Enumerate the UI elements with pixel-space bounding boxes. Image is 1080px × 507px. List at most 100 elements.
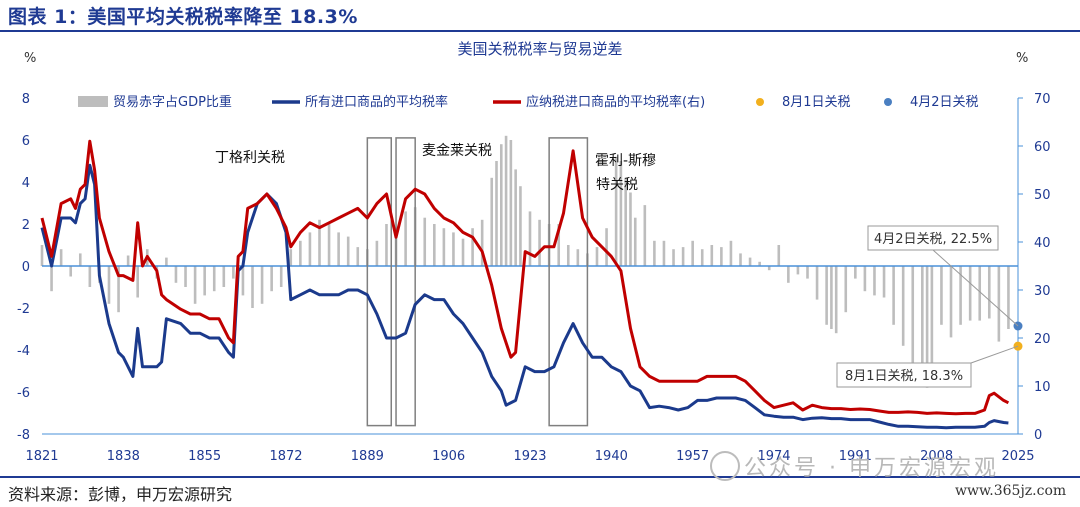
deficit-bar <box>633 217 637 266</box>
deficit-bar <box>50 266 53 292</box>
deficit-bar <box>987 266 991 319</box>
deficit-bar <box>758 261 761 266</box>
callout-label: 4月2日关税, 22.5% <box>874 232 992 247</box>
legend-label: 8月1日关税 <box>782 95 851 110</box>
tariff-chart: 美国关税税率与贸易逆差% %86420-2-4-6-870605040302010… <box>17 40 1051 464</box>
deficit-bar <box>299 240 302 266</box>
y-left-tick-label: -8 <box>17 428 30 443</box>
legend-label: 所有进口商品的平均税率 <box>305 94 448 110</box>
y-right-tick-label: 60 <box>1034 140 1051 155</box>
deficit-bar <box>308 232 312 266</box>
footer-rule <box>0 476 1080 478</box>
figure-title: 图表 1：美国平均关税税率降至 18.3% <box>8 6 358 28</box>
deficit-bar <box>930 266 934 376</box>
deficit-bar <box>514 169 517 266</box>
legend-swatch-yellow-dot <box>756 98 764 106</box>
deficit-bar <box>997 266 1001 342</box>
deficit-bar <box>710 245 714 266</box>
deficit-bar <box>739 253 742 266</box>
legend-swatch-bar <box>78 96 108 107</box>
y-left-tick-label: 2 <box>22 218 30 233</box>
deficit-bar <box>232 266 235 279</box>
deficit-bar <box>495 161 498 266</box>
policy-window-box <box>548 137 589 427</box>
deficit-bar <box>241 266 245 296</box>
deficit-bar <box>901 266 905 346</box>
deficit-bar <box>873 266 876 296</box>
x-tick-label: 1974 <box>757 449 790 464</box>
deficit-bar <box>729 240 733 266</box>
deficit-bar <box>385 224 388 266</box>
x-tick-label: 2025 <box>1001 449 1034 464</box>
deficit-bar <box>892 266 895 325</box>
y-right-tick-label: 40 <box>1034 236 1051 251</box>
deficit-bar <box>605 228 608 266</box>
left-unit-label: % <box>24 51 36 66</box>
y-right-tick-label: 10 <box>1034 380 1051 395</box>
deficit-bar <box>222 266 226 287</box>
deficit-bar <box>346 236 350 266</box>
header-rule <box>0 30 1080 32</box>
y-left-tick-label: 8 <box>22 92 30 107</box>
source-note: 资料来源：彭博，申万宏源研究 <box>8 485 233 504</box>
deficit-bar <box>504 135 508 266</box>
y-right-tick-label: 70 <box>1034 92 1051 107</box>
x-tick-label: 1906 <box>432 449 465 464</box>
deficit-bar <box>949 266 953 338</box>
deficit-bar <box>959 266 962 325</box>
x-tick-label: 2008 <box>920 449 953 464</box>
deficit-bar <box>619 161 623 266</box>
deficit-bar <box>107 266 111 304</box>
y-right-tick-label: 50 <box>1034 188 1051 203</box>
callout-box <box>867 225 999 251</box>
legend-swatch-blue-dot <box>884 98 892 106</box>
deficit-bar <box>480 219 484 266</box>
legend-label: 应纳税进口商品的平均税率(右) <box>526 94 705 110</box>
deficit-bar <box>787 266 790 283</box>
deficit-bar <box>499 144 503 266</box>
y-left-tick-label: 6 <box>22 134 30 149</box>
deficit-bar <box>566 245 570 266</box>
deficit-bar <box>260 266 264 304</box>
deficit-bar <box>404 211 407 266</box>
deficit-bar <box>911 266 915 363</box>
callout-box <box>836 362 972 388</box>
deficit-bar <box>433 224 436 266</box>
y-left-tick-label: -6 <box>17 386 30 401</box>
annotation-label: 丁格利关税 <box>215 150 285 166</box>
legend-label: 4月2日关税 <box>910 95 979 110</box>
deficit-bar <box>289 249 293 266</box>
deficit-bar <box>595 247 599 266</box>
x-tick-label: 1889 <box>351 449 384 464</box>
avg-tariff-line <box>40 163 1009 430</box>
deficit-bar <box>203 266 206 296</box>
deficit-bar <box>442 228 446 266</box>
chart-title: 美国关税税率与贸易逆差 <box>457 40 622 58</box>
deficit-bar <box>356 247 360 266</box>
deficit-bar <box>126 255 130 266</box>
y-left-tick-label: -4 <box>17 344 30 359</box>
deficit-bar <box>796 266 800 275</box>
deficit-bar <box>767 266 771 271</box>
deficit-bar <box>672 249 675 266</box>
deficit-bar <box>423 217 427 266</box>
legend-label: 贸易赤字占GDP比重 <box>113 94 232 110</box>
x-tick-label: 1940 <box>595 449 628 464</box>
deficit-bar <box>174 266 178 283</box>
y-left-tick-label: 0 <box>22 260 30 275</box>
deficit-bar <box>165 257 168 266</box>
deficit-bar <box>834 266 838 334</box>
x-tick-label: 1838 <box>107 449 140 464</box>
deficit-bar <box>614 156 618 266</box>
deficit-bar <box>184 266 187 287</box>
deficit-bar <box>653 240 656 266</box>
deficit-bar <box>748 257 752 266</box>
callout-leader <box>970 345 1019 364</box>
deficit-bar <box>452 232 455 266</box>
deficit-bar <box>519 186 522 266</box>
right-unit-label: % <box>1016 51 1028 66</box>
watermark-text: 公众号 · 申万宏源宏观 <box>744 456 999 481</box>
deficit-bar <box>624 177 627 266</box>
deficit-bar <box>691 240 694 266</box>
y-left-tick-label: -2 <box>17 302 30 317</box>
